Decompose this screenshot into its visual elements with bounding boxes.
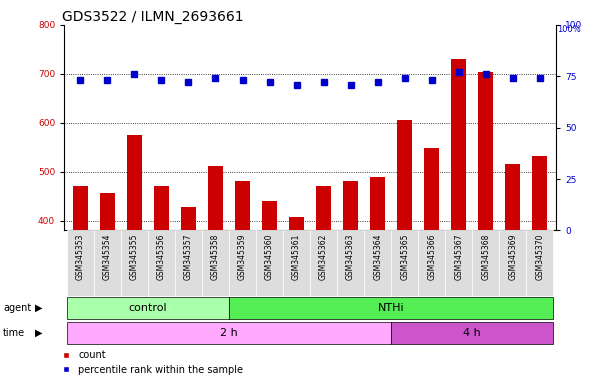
Text: GSM345362: GSM345362 bbox=[319, 233, 328, 280]
FancyBboxPatch shape bbox=[256, 230, 283, 296]
Bar bbox=[424, 148, 439, 230]
Bar bbox=[181, 207, 196, 230]
Bar bbox=[100, 193, 115, 230]
Bar bbox=[235, 182, 250, 230]
Text: GSM345358: GSM345358 bbox=[211, 233, 220, 280]
Text: GSM345355: GSM345355 bbox=[130, 233, 139, 280]
Text: GSM345369: GSM345369 bbox=[508, 233, 518, 280]
FancyBboxPatch shape bbox=[229, 297, 554, 319]
FancyBboxPatch shape bbox=[391, 322, 554, 344]
FancyBboxPatch shape bbox=[202, 230, 229, 296]
FancyBboxPatch shape bbox=[148, 230, 175, 296]
Text: ▶: ▶ bbox=[35, 328, 43, 338]
FancyBboxPatch shape bbox=[67, 230, 94, 296]
Text: GSM345357: GSM345357 bbox=[184, 233, 193, 280]
Bar bbox=[73, 186, 88, 230]
FancyBboxPatch shape bbox=[283, 230, 310, 296]
Bar bbox=[532, 156, 547, 230]
Bar bbox=[505, 164, 520, 230]
FancyBboxPatch shape bbox=[526, 230, 554, 296]
FancyBboxPatch shape bbox=[310, 230, 337, 296]
Text: 100%: 100% bbox=[557, 25, 581, 34]
FancyBboxPatch shape bbox=[418, 230, 445, 296]
FancyBboxPatch shape bbox=[499, 230, 526, 296]
Bar bbox=[452, 59, 466, 230]
FancyBboxPatch shape bbox=[67, 322, 391, 344]
Text: agent: agent bbox=[3, 303, 31, 313]
Text: time: time bbox=[3, 328, 25, 338]
Bar bbox=[208, 166, 223, 230]
Text: GSM345366: GSM345366 bbox=[427, 233, 436, 280]
Bar bbox=[262, 201, 277, 230]
FancyBboxPatch shape bbox=[67, 297, 229, 319]
Legend: count, percentile rank within the sample: count, percentile rank within the sample bbox=[57, 346, 247, 379]
Bar bbox=[478, 73, 493, 230]
FancyBboxPatch shape bbox=[445, 230, 472, 296]
Text: GSM345361: GSM345361 bbox=[292, 233, 301, 280]
Text: GSM345367: GSM345367 bbox=[454, 233, 463, 280]
Text: GSM345365: GSM345365 bbox=[400, 233, 409, 280]
Text: GSM345356: GSM345356 bbox=[157, 233, 166, 280]
Text: GSM345353: GSM345353 bbox=[76, 233, 85, 280]
Bar bbox=[343, 182, 358, 230]
FancyBboxPatch shape bbox=[337, 230, 364, 296]
Text: 4 h: 4 h bbox=[463, 328, 481, 338]
Text: NTHi: NTHi bbox=[378, 303, 404, 313]
Text: GSM345368: GSM345368 bbox=[481, 233, 490, 280]
Bar bbox=[289, 217, 304, 230]
Text: control: control bbox=[129, 303, 167, 313]
Bar bbox=[370, 177, 385, 230]
Bar bbox=[316, 186, 331, 230]
FancyBboxPatch shape bbox=[391, 230, 418, 296]
Text: GSM345370: GSM345370 bbox=[535, 233, 544, 280]
Text: GSM345359: GSM345359 bbox=[238, 233, 247, 280]
Bar bbox=[397, 120, 412, 230]
Bar bbox=[154, 186, 169, 230]
Text: GSM345363: GSM345363 bbox=[346, 233, 355, 280]
Bar bbox=[127, 135, 142, 230]
Text: GSM345354: GSM345354 bbox=[103, 233, 112, 280]
FancyBboxPatch shape bbox=[94, 230, 121, 296]
Text: GSM345360: GSM345360 bbox=[265, 233, 274, 280]
FancyBboxPatch shape bbox=[229, 230, 256, 296]
FancyBboxPatch shape bbox=[121, 230, 148, 296]
Text: 2 h: 2 h bbox=[220, 328, 238, 338]
FancyBboxPatch shape bbox=[364, 230, 391, 296]
FancyBboxPatch shape bbox=[472, 230, 499, 296]
Text: ▶: ▶ bbox=[35, 303, 43, 313]
Text: GDS3522 / ILMN_2693661: GDS3522 / ILMN_2693661 bbox=[62, 10, 243, 24]
FancyBboxPatch shape bbox=[175, 230, 202, 296]
Text: GSM345364: GSM345364 bbox=[373, 233, 382, 280]
